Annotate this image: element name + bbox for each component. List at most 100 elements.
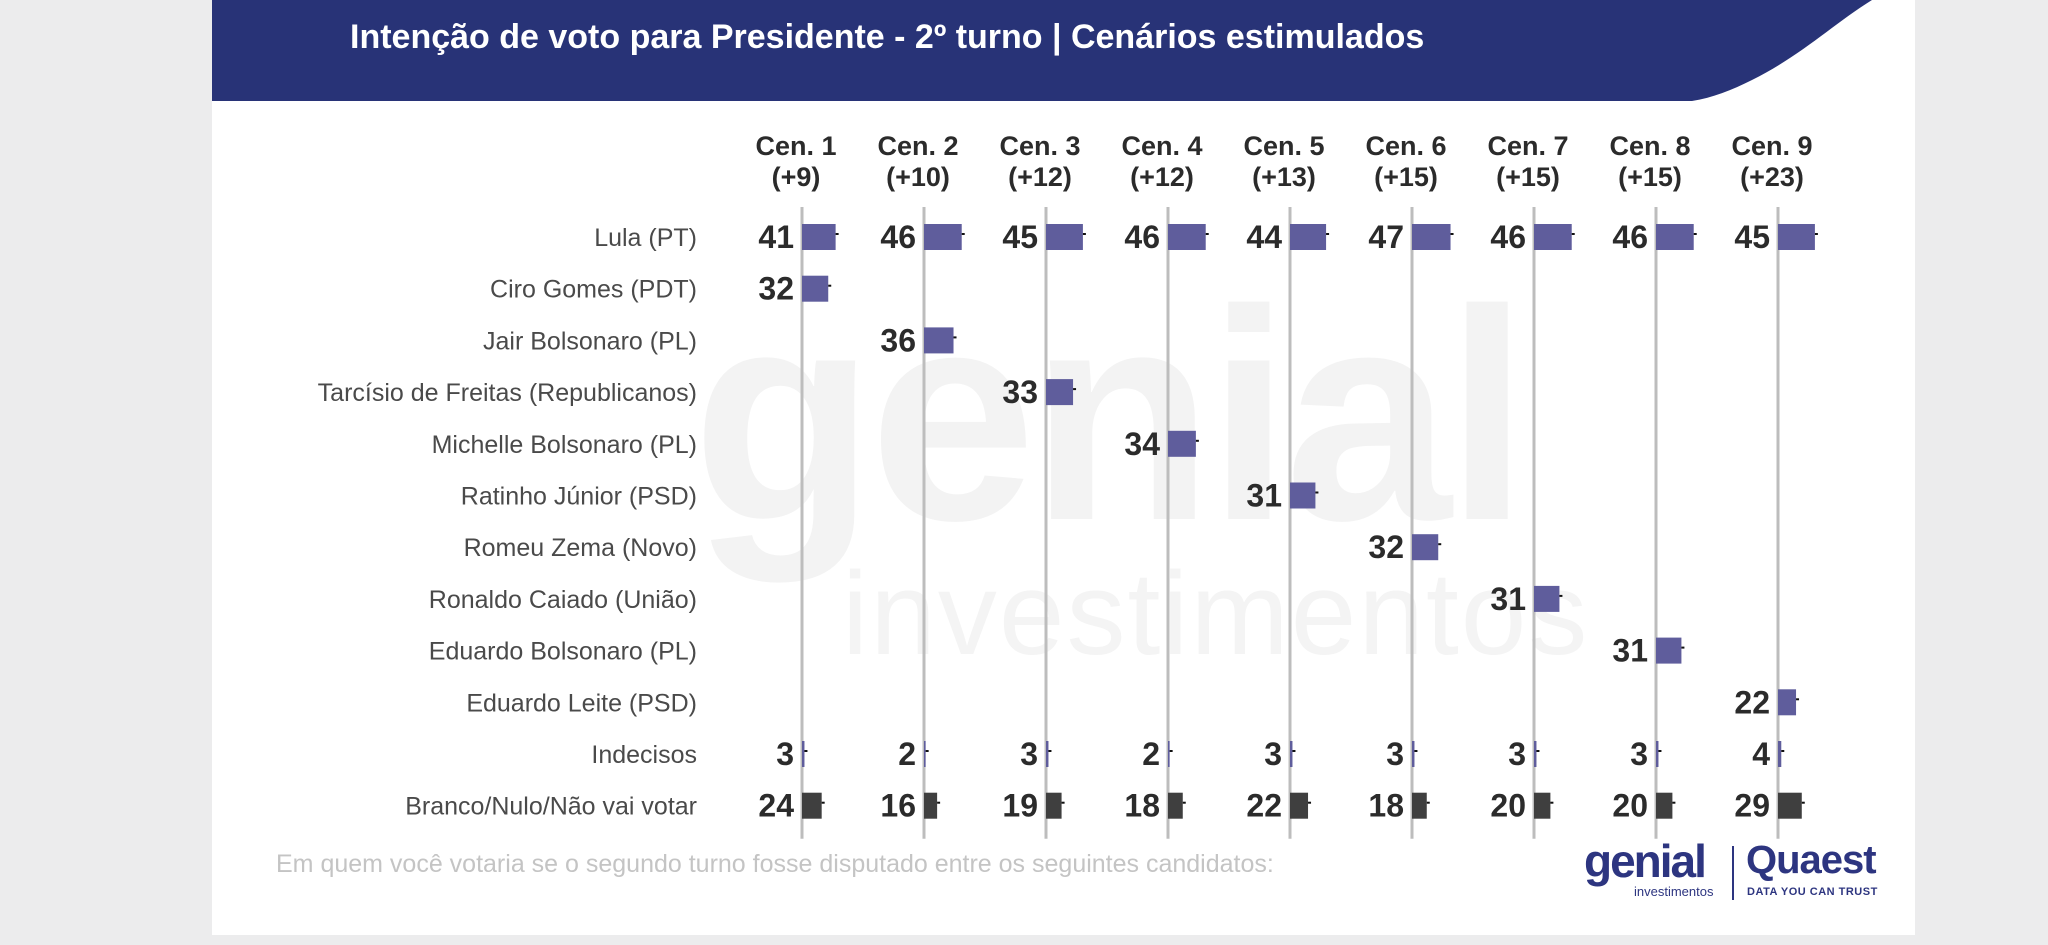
header-shape (212, 0, 1872, 101)
bar (1656, 741, 1659, 767)
column-header-name: Cen. 9 (1731, 131, 1812, 161)
data-label: 2 (1142, 736, 1160, 772)
bar (802, 741, 805, 767)
data-label: 32 (1368, 529, 1404, 565)
column-header-margin: (+10) (886, 162, 950, 192)
data-label: 33 (1002, 374, 1038, 410)
column-header-name: Cen. 8 (1609, 131, 1690, 161)
data-label: 32 (758, 271, 794, 307)
column-header-margin: (+15) (1496, 162, 1560, 192)
data-label: 46 (1612, 219, 1648, 255)
column-header-margin: (+9) (772, 162, 821, 192)
data-label: 3 (1264, 736, 1282, 772)
bar (1290, 482, 1316, 509)
data-label: 31 (1612, 633, 1648, 669)
bar (1168, 430, 1196, 457)
bar (1778, 792, 1802, 819)
bar (1290, 224, 1327, 250)
bar (1168, 792, 1183, 819)
column-header-margin: (+12) (1130, 162, 1194, 192)
data-label: 44 (1246, 219, 1282, 255)
data-label: 45 (1002, 219, 1038, 255)
bar (924, 792, 938, 819)
genial-logo-sub: investimentos (1634, 884, 1714, 899)
data-label: 4 (1752, 736, 1770, 772)
bar (1290, 792, 1309, 819)
bar (802, 275, 829, 302)
column-header-name: Cen. 3 (999, 131, 1080, 161)
data-label: 46 (880, 219, 916, 255)
row-label: Tarcísio de Freitas (Republicanos) (318, 379, 697, 407)
row-label: Jair Bolsonaro (PL) (483, 327, 697, 355)
row-label: Branco/Nulo/Não vai votar (405, 793, 697, 821)
bar (1046, 224, 1083, 250)
data-label: 16 (880, 788, 916, 824)
quaest-logo: Quaest (1746, 838, 1877, 882)
bar (1656, 224, 1694, 250)
bar (1412, 534, 1439, 561)
bar (1534, 585, 1560, 612)
data-label: 20 (1612, 788, 1648, 824)
bar (1656, 637, 1682, 664)
column-header-margin: (+15) (1618, 162, 1682, 192)
data-label: 29 (1734, 788, 1770, 824)
column-header-name: Cen. 1 (755, 131, 836, 161)
bar (1412, 224, 1451, 250)
bar (1168, 224, 1206, 250)
footnote: Em quem você votaria se o segundo turno … (276, 850, 1274, 878)
column-header-margin: (+13) (1252, 162, 1316, 192)
data-label: 31 (1246, 478, 1282, 514)
column-header-name: Cen. 5 (1243, 131, 1324, 161)
row-label: Michelle Bolsonaro (PL) (432, 431, 697, 459)
bar (1290, 741, 1293, 767)
data-label: 45 (1734, 219, 1770, 255)
data-label: 34 (1124, 426, 1160, 462)
bar (1778, 224, 1815, 250)
bar (1534, 741, 1537, 767)
data-label: 3 (776, 736, 794, 772)
row-label: Ratinho Júnior (PSD) (461, 483, 697, 511)
row-label: Eduardo Leite (PSD) (466, 689, 697, 717)
header-banner: Intenção de voto para Presidente - 2º tu… (212, 0, 1915, 101)
data-label: 46 (1124, 219, 1160, 255)
bar (924, 224, 962, 250)
bar (1046, 792, 1062, 819)
quaest-logo-sub: DATA YOU CAN TRUST (1747, 886, 1878, 898)
data-label: 22 (1734, 684, 1770, 720)
data-label: 3 (1630, 736, 1648, 772)
data-label: 47 (1368, 219, 1404, 255)
row-label: Ronaldo Caiado (União) (429, 586, 697, 614)
logo-divider (1732, 846, 1734, 900)
bar (924, 327, 954, 354)
data-label: 3 (1020, 736, 1038, 772)
data-label: 18 (1124, 788, 1160, 824)
chart-area: Cen. 1(+9)Cen. 2(+10)Cen. 3(+12)Cen. 4(+… (318, 131, 1818, 839)
data-label: 20 (1490, 788, 1526, 824)
bar (1534, 224, 1572, 250)
column-header-name: Cen. 6 (1365, 131, 1446, 161)
column-header-margin: (+23) (1740, 162, 1804, 192)
row-label: Eduardo Bolsonaro (PL) (429, 638, 697, 666)
column-header-margin: (+15) (1374, 162, 1438, 192)
row-label: Indecisos (591, 741, 697, 769)
bar (1412, 741, 1415, 767)
bar (924, 741, 926, 767)
data-label: 36 (880, 322, 916, 358)
data-label: 3 (1508, 736, 1526, 772)
row-label: Ciro Gomes (PDT) (490, 276, 697, 304)
bar (1656, 792, 1673, 819)
chart-title: Intenção de voto para Presidente - 2º tu… (350, 18, 1425, 56)
data-label: 22 (1246, 788, 1282, 824)
column-header-name: Cen. 7 (1487, 131, 1568, 161)
bar (1534, 792, 1551, 819)
bar (802, 224, 836, 250)
data-label: 41 (758, 219, 794, 255)
data-label: 46 (1490, 219, 1526, 255)
data-label: 19 (1002, 788, 1038, 824)
bar (802, 792, 822, 819)
data-label: 31 (1490, 581, 1526, 617)
bar (1046, 379, 1074, 406)
logos: genial investimentos Quaest DATA YOU CAN… (1584, 838, 1894, 904)
column-header-name: Cen. 4 (1121, 131, 1202, 161)
genial-logo: genial (1584, 835, 1707, 887)
